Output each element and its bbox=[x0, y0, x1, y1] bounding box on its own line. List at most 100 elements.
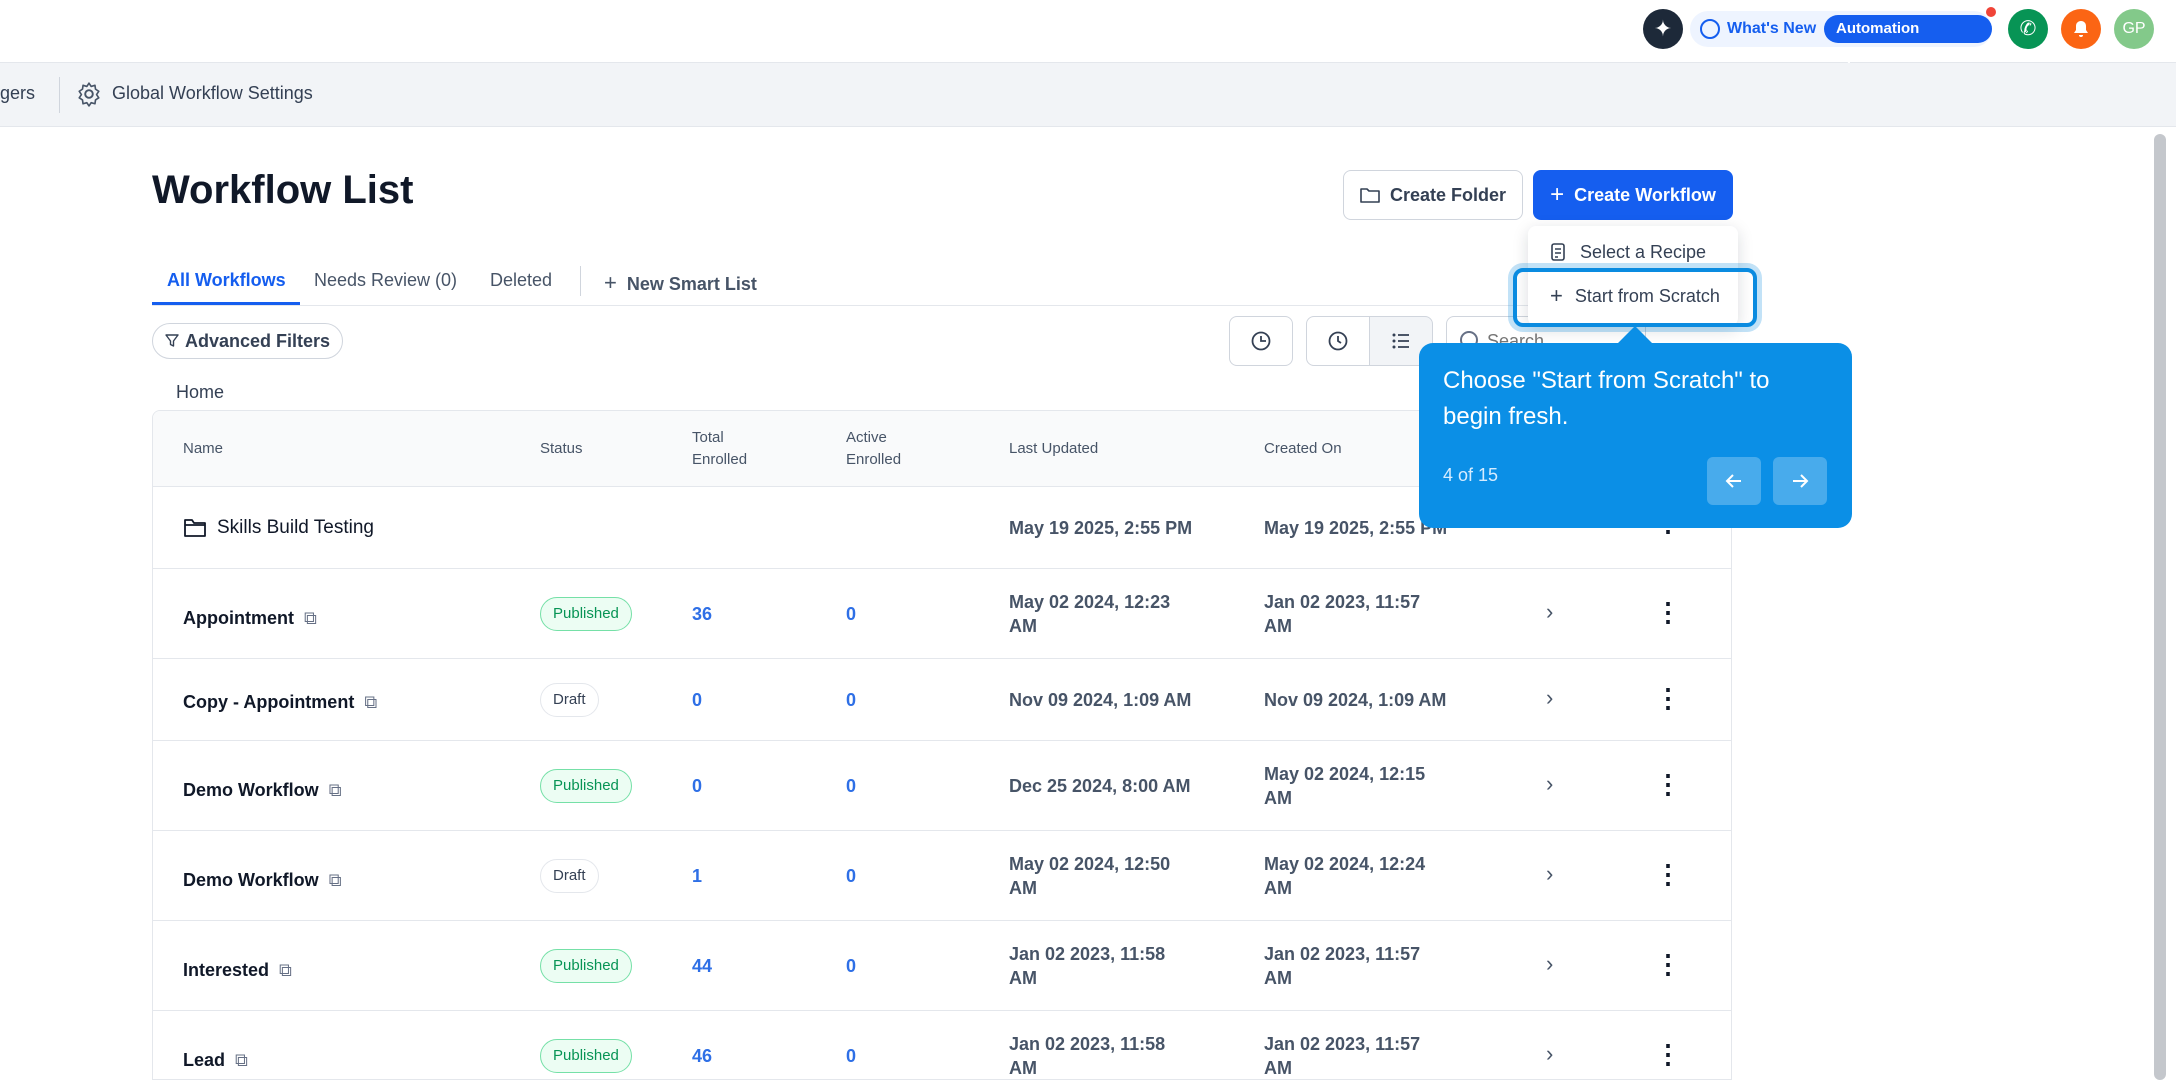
last-updated: Nov 09 2024, 1:09 AM bbox=[1009, 690, 1192, 710]
more-icon[interactable]: ⋮ bbox=[1655, 683, 1681, 713]
tour-highlight bbox=[1513, 268, 1757, 327]
external-link-icon[interactable]: ⧉ bbox=[235, 1050, 248, 1070]
recent-view-button[interactable] bbox=[1306, 316, 1370, 366]
status-badge: Published bbox=[540, 949, 632, 983]
external-link-icon[interactable]: ⧉ bbox=[303, 608, 317, 628]
tab-divider bbox=[580, 266, 581, 296]
workflow-name[interactable]: Demo Workflow ⧉ bbox=[183, 780, 342, 800]
phone-icon[interactable]: ✆ bbox=[2008, 9, 2048, 49]
more-icon[interactable]: ⋮ bbox=[1655, 949, 1681, 979]
whats-new-button[interactable]: What's New Automation Updates bbox=[1690, 11, 1992, 65]
total-enrolled[interactable]: 0 bbox=[692, 690, 703, 710]
arrow-left-icon bbox=[1725, 474, 1741, 488]
last-updated: May 02 2024, 12:23 AM bbox=[1009, 592, 1171, 636]
tab-all-workflows[interactable]: All Workflows bbox=[167, 270, 286, 290]
created-on: Jan 02 2023, 11:57 AM bbox=[1264, 944, 1421, 988]
active-enrolled[interactable]: 0 bbox=[846, 956, 857, 976]
active-enrolled[interactable]: 0 bbox=[846, 690, 857, 710]
select-recipe-label: Select a Recipe bbox=[1580, 241, 1707, 262]
external-link-icon[interactable]: ⧉ bbox=[328, 870, 342, 890]
total-enrolled[interactable]: 0 bbox=[692, 776, 703, 796]
workflow-name[interactable]: Lead ⧉ bbox=[183, 1050, 248, 1070]
new-smart-list-label: New Smart List bbox=[626, 274, 757, 294]
avatar[interactable]: GP bbox=[2114, 9, 2154, 49]
col-created-on[interactable]: Created On bbox=[1264, 440, 1342, 457]
create-workflow-label: Create Workflow bbox=[1574, 184, 1716, 205]
active-enrolled[interactable]: 0 bbox=[846, 1046, 857, 1066]
table-row[interactable]: Appointment ⧉ Published 36 0 May 02 2024,… bbox=[153, 569, 1731, 659]
scrollbar[interactable] bbox=[2154, 134, 2166, 1080]
subnav-item-triggers[interactable]: gers bbox=[0, 83, 36, 103]
ai-assistant-icon[interactable]: ✦ bbox=[1643, 9, 1683, 49]
col-active-enrolled: Active Enrolled bbox=[846, 429, 902, 468]
folder-icon bbox=[1360, 188, 1380, 203]
tour-previous-button[interactable] bbox=[1707, 457, 1761, 505]
global-workflow-settings-link[interactable]: Global Workflow Settings bbox=[112, 83, 313, 103]
bell-icon[interactable] bbox=[2061, 9, 2101, 49]
more-icon[interactable]: ⋮ bbox=[1655, 1039, 1681, 1069]
table-row[interactable]: Demo Workflow ⧉ Draft 1 0 May 02 2024, 12… bbox=[153, 831, 1731, 921]
tab-needs-review[interactable]: Needs Review (0) bbox=[314, 270, 458, 290]
active-enrolled[interactable]: 0 bbox=[846, 866, 857, 886]
more-icon[interactable]: ⋮ bbox=[1655, 859, 1681, 889]
plus-icon: + bbox=[1550, 283, 1563, 308]
col-total-enrolled: Total Enrolled bbox=[692, 429, 748, 468]
workflow-name[interactable]: Copy - Appointment ⧉ bbox=[183, 692, 378, 712]
total-enrolled[interactable]: 1 bbox=[692, 866, 703, 886]
more-icon[interactable]: ⋮ bbox=[1655, 597, 1681, 627]
folder-name[interactable]: Skills Build Testing bbox=[183, 516, 374, 540]
breadcrumb[interactable]: Home bbox=[176, 382, 225, 402]
history-icon bbox=[1251, 331, 1271, 351]
list-view-button[interactable] bbox=[1369, 316, 1433, 366]
table-row[interactable]: Lead ⧉ Published 46 0 Jan 02 2023, 11:58 A… bbox=[153, 1011, 1731, 1079]
tab-deleted[interactable]: Deleted bbox=[490, 270, 553, 290]
menu-item-select-recipe[interactable]: Select a Recipe bbox=[1538, 234, 1728, 270]
total-enrolled[interactable]: 46 bbox=[692, 1046, 713, 1066]
list-icon bbox=[1392, 333, 1409, 349]
created-on: Jan 02 2023, 11:57 AM bbox=[1264, 592, 1421, 636]
create-folder-label: Create Folder bbox=[1389, 184, 1507, 205]
active-enrolled[interactable]: 0 bbox=[846, 776, 857, 796]
col-name[interactable]: Name bbox=[183, 440, 224, 457]
total-enrolled[interactable]: 44 bbox=[692, 956, 713, 976]
chevron-right-icon[interactable]: › bbox=[1546, 1041, 1554, 1066]
chevron-right-icon[interactable]: › bbox=[1546, 771, 1554, 796]
workflow-name[interactable]: Demo Workflow ⧉ bbox=[183, 870, 342, 890]
active-enrolled[interactable]: 0 bbox=[846, 604, 857, 624]
total-enrolled[interactable]: 36 bbox=[692, 604, 713, 624]
col-last-updated[interactable]: Last Updated bbox=[1009, 440, 1099, 457]
plus-icon: + bbox=[1550, 181, 1565, 208]
last-updated: Jan 02 2023, 11:58 AM bbox=[1009, 944, 1166, 988]
table-row[interactable]: Copy - Appointment ⧉ Draft 0 0 Nov 09 202… bbox=[153, 659, 1731, 741]
external-link-icon[interactable]: ⧉ bbox=[364, 692, 378, 712]
folder-icon bbox=[184, 519, 206, 537]
tooltip-text: Choose "Start from Scratch" to begin fre… bbox=[1443, 367, 1770, 430]
start-from-scratch-label: Start from Scratch bbox=[1574, 285, 1720, 306]
create-folder-button[interactable]: Create Folder bbox=[1343, 170, 1523, 220]
table-row-folder[interactable]: Skills Build Testing May 19 2025, 2:55 P… bbox=[153, 487, 1731, 569]
chevron-right-icon[interactable]: › bbox=[1546, 599, 1554, 624]
workflow-name[interactable]: Interested ⧉ bbox=[183, 960, 292, 980]
menu-item-start-from-scratch[interactable]: + Start from Scratch bbox=[1538, 278, 1728, 314]
chevron-right-icon[interactable]: › bbox=[1546, 951, 1554, 976]
table-row[interactable]: Demo Workflow ⧉ Published 0 0 Dec 25 2024… bbox=[153, 741, 1731, 831]
col-status: Status bbox=[540, 440, 583, 457]
tour-next-button[interactable] bbox=[1773, 457, 1827, 505]
chevron-right-icon[interactable]: › bbox=[1546, 685, 1554, 710]
filter-icon bbox=[165, 334, 179, 347]
tour-tooltip: Choose "Start from Scratch" to begin fre… bbox=[1419, 343, 1852, 528]
workflow-name[interactable]: Appointment ⧉ bbox=[183, 608, 317, 628]
history-button[interactable] bbox=[1229, 316, 1293, 366]
create-workflow-button[interactable]: + Create Workflow bbox=[1533, 170, 1733, 220]
new-smart-list-button[interactable]: + New Smart List bbox=[604, 270, 757, 296]
recipe-icon bbox=[1551, 243, 1565, 261]
automation-updates-badge[interactable]: Automation Updates bbox=[1824, 15, 1992, 65]
advanced-filters-button[interactable]: Advanced Filters bbox=[152, 323, 344, 359]
status-badge: Published bbox=[540, 769, 632, 803]
external-link-icon[interactable]: ⧉ bbox=[328, 780, 342, 800]
external-link-icon[interactable]: ⧉ bbox=[279, 960, 292, 980]
table-row[interactable]: Interested ⧉ Published 44 0 Jan 02 2023, … bbox=[153, 921, 1731, 1011]
more-icon[interactable]: ⋮ bbox=[1655, 769, 1681, 799]
chevron-right-icon[interactable]: › bbox=[1546, 861, 1554, 886]
created-on: Jan 02 2023, 11:57 AM bbox=[1264, 1034, 1421, 1078]
